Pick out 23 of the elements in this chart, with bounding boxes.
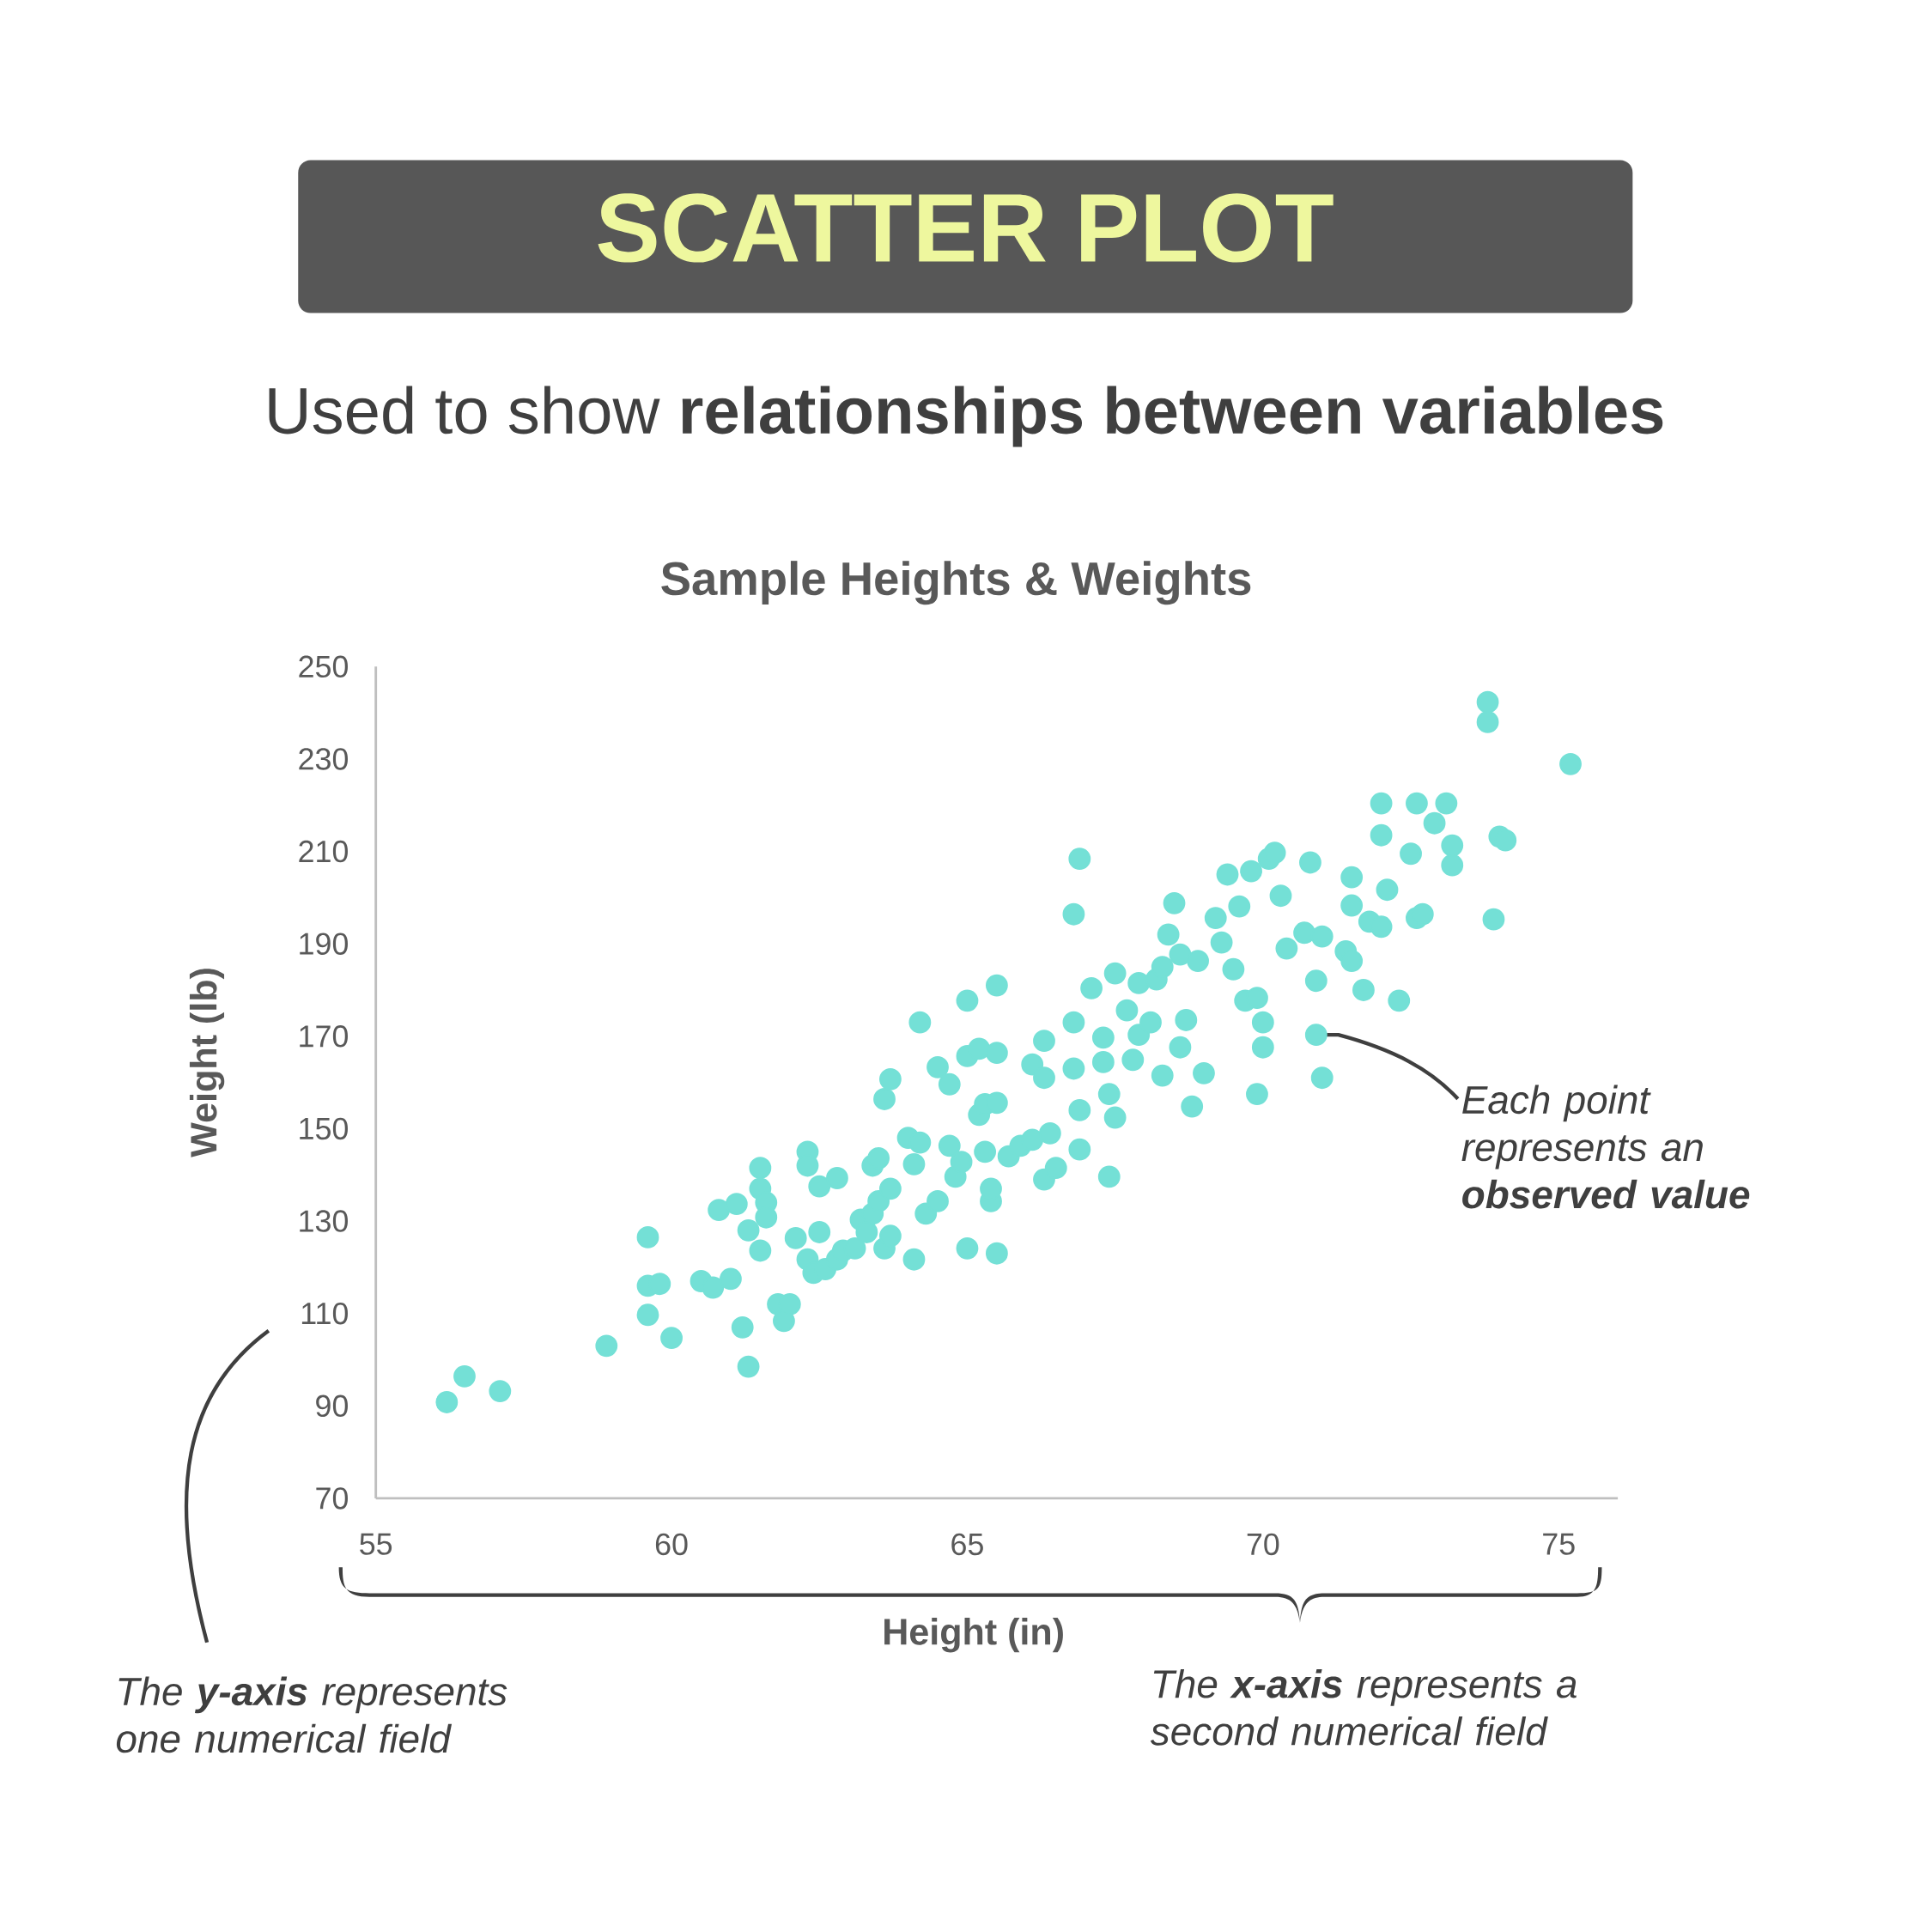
y-tick-label: 70 bbox=[316, 1487, 348, 1510]
y-tick-label: 90 bbox=[316, 1394, 348, 1418]
y-tick-label: 190 bbox=[300, 933, 348, 955]
y-tick-label: 110 bbox=[301, 1302, 348, 1325]
x-tick-label: 55 bbox=[360, 1533, 392, 1555]
x-tick-label: 75 bbox=[1543, 1533, 1575, 1555]
text: The y-axis represents one numerical field bbox=[116, 1676, 507, 1753]
y-tick-label: 130 bbox=[300, 1210, 348, 1232]
chart-title: Sample Heights & Weights bbox=[661, 561, 1251, 605]
y-axis-title: Weight (lb) bbox=[189, 969, 225, 1157]
y-tick-label: 150 bbox=[300, 1117, 348, 1140]
x-axis-title: Height (in) bbox=[884, 1618, 1063, 1653]
y-tick-label: 250 bbox=[299, 655, 348, 678]
text: The x-axis represents a second numerical field bbox=[1150, 1668, 1577, 1746]
x-tick-label: 65 bbox=[951, 1533, 983, 1556]
text: Used to show relationships between variables bbox=[269, 386, 1663, 447]
annotation: Each point represents an observed value bbox=[1461, 1084, 1750, 1209]
y-tick-label: 170 bbox=[300, 1025, 348, 1048]
x-tick-label: 60 bbox=[655, 1533, 688, 1556]
y-tick-label: 230 bbox=[299, 748, 348, 770]
text: SCATTER PLOT bbox=[598, 193, 1334, 263]
y-tick-label: 210 bbox=[299, 840, 348, 863]
x-tick-label: 70 bbox=[1247, 1533, 1279, 1556]
